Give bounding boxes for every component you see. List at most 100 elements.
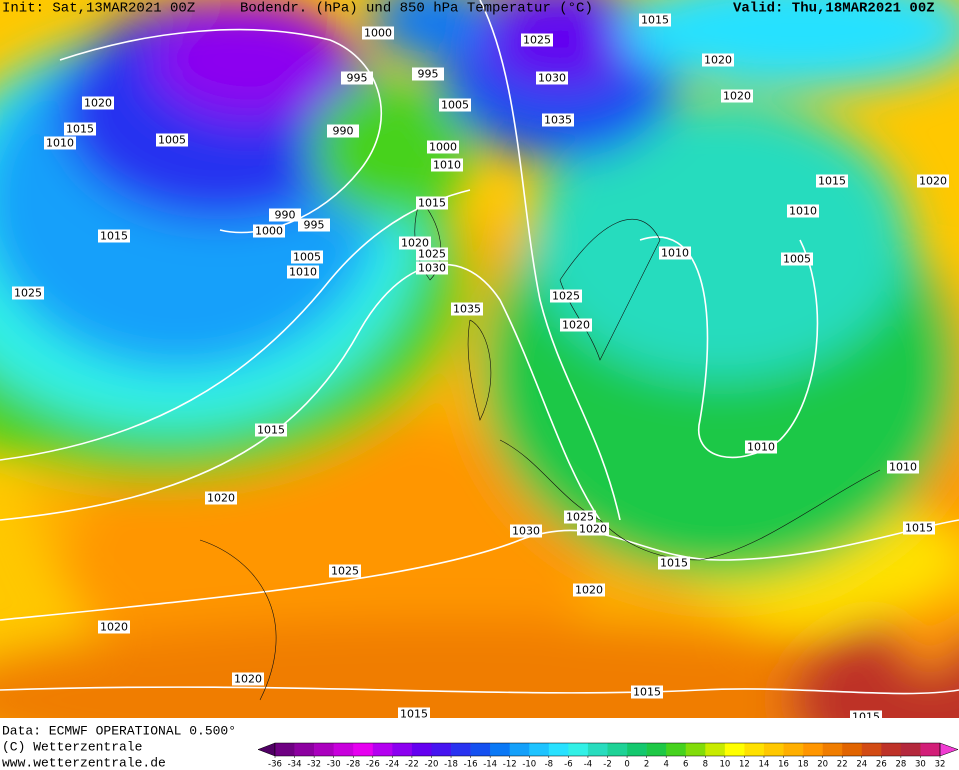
isobar-label: 1015	[641, 14, 669, 27]
isobar-label: 1020	[84, 97, 112, 110]
isobars	[0, 0, 959, 695]
colorbar-tick-label: 28	[895, 760, 906, 770]
colorbar-tick-label: 30	[915, 760, 926, 770]
isobar-label-box	[82, 96, 114, 110]
isobar-label: 1025	[14, 287, 42, 300]
colorbar-swatch	[294, 743, 315, 756]
colorbar-swatch	[627, 743, 647, 756]
colorbar-tick-label: 6	[683, 760, 688, 770]
colorbar-swatch	[372, 743, 393, 756]
colorbar-swatch	[900, 743, 921, 756]
isobar-label-box	[564, 510, 596, 524]
colorbar-tick-label: 14	[759, 760, 770, 770]
colorbar-swatch	[587, 743, 608, 756]
isobar-label-box	[631, 685, 663, 699]
isobar-label-box	[156, 133, 188, 147]
isobar-label: 1005	[783, 253, 811, 266]
isobar-label-box	[329, 564, 361, 578]
isobar-label-box	[287, 265, 319, 279]
isobar-label: 990	[275, 209, 296, 222]
colorbar-swatch	[411, 743, 432, 756]
colorbar-swatch	[314, 743, 334, 756]
colorbar-tick-label: -30	[327, 760, 341, 770]
isobar-label-box	[98, 620, 130, 634]
colorbar-swatch	[881, 743, 902, 756]
isobar-label-box	[298, 218, 330, 232]
copyright: (C) Wetterzentrale	[2, 739, 142, 754]
colorbar-tick-label: 22	[837, 760, 848, 770]
isobar-label-box	[253, 224, 285, 238]
colorbar-tick-label: -10	[522, 760, 536, 770]
colorbar-swatch	[666, 743, 687, 756]
colorbar-tick-label: 20	[817, 760, 828, 770]
colorbar-tick-label: 10	[719, 760, 730, 770]
isobar-label-box	[550, 289, 582, 303]
isobar-label-box	[398, 707, 430, 718]
isobar-label-box	[577, 522, 609, 536]
isobar-label-box	[412, 67, 444, 81]
isobar-label: 995	[304, 219, 325, 232]
colorbar-tick-label: -6	[564, 760, 572, 770]
colorbar-tick-label: -32	[307, 760, 321, 770]
colorbar-swatch	[724, 743, 745, 756]
isobar-label: 1015	[633, 686, 661, 699]
isobar-label-box	[745, 440, 777, 454]
colorbar-swatch	[568, 743, 589, 756]
isobar-label-box	[416, 196, 448, 210]
isobar-label: 1025	[331, 565, 359, 578]
isobar-label-box	[12, 286, 44, 300]
isobar-label: 1010	[747, 441, 775, 454]
isobar-label: 1005	[158, 134, 186, 147]
colorbar-tick-label: 4	[663, 760, 668, 770]
isobar-label: 1015	[400, 708, 428, 721]
colorbar-tick-label: -22	[405, 760, 419, 770]
isobar-label-box	[542, 113, 574, 127]
colorbar-tick-label: -18	[444, 760, 458, 770]
colorbar-tick-label: 12	[739, 760, 750, 770]
isobar-label-box	[416, 247, 448, 261]
isobar-label: 1015	[418, 197, 446, 210]
isobar-label: 1010	[789, 205, 817, 218]
colorbar-swatch	[744, 743, 765, 756]
colorbar-swatch	[451, 743, 471, 756]
colorbar-tick-label: -14	[483, 760, 497, 770]
isobar-label-box	[427, 140, 459, 154]
isobar-label-box	[64, 122, 96, 136]
isobar-label-box	[327, 124, 359, 138]
isobar-label: 1015	[66, 123, 94, 136]
isobar-label: 990	[333, 125, 354, 138]
isobar-label-box	[521, 33, 553, 47]
isobar-label: 1025	[552, 290, 580, 303]
colorbar-swatch	[803, 743, 823, 756]
colorbar-swatch	[333, 743, 354, 756]
colorbar-swatch	[470, 743, 491, 756]
colorbar-tick-label: 26	[876, 760, 887, 770]
isobar-label: 1025	[418, 248, 446, 261]
isobar-label-box	[639, 13, 671, 27]
isobar-label: 1015	[257, 424, 285, 437]
colorbar-tick-label: -2	[603, 760, 611, 770]
isobar-label: 1005	[441, 99, 469, 112]
isobar-label-box	[917, 174, 949, 188]
isobar-label-box	[816, 174, 848, 188]
isobar-label: 1025	[523, 34, 551, 47]
isobar-label-box	[721, 89, 753, 103]
isobar-label-box	[787, 204, 819, 218]
colorbar-tick-label: -28	[346, 760, 360, 770]
isobar-label-box	[781, 252, 813, 266]
isobar-label: 1030	[512, 525, 540, 538]
isobar-label: 1010	[889, 461, 917, 474]
isobar-label: 1030	[418, 262, 446, 275]
isobar-label: 1010	[433, 159, 461, 172]
colorbar-swatch	[529, 743, 550, 756]
colorbar-swatch	[685, 743, 706, 756]
colorbar-tick-label: 24	[856, 760, 867, 770]
colorbar-swatch	[392, 743, 413, 756]
isobar-label: 1020	[579, 523, 607, 536]
isobar-label-box	[451, 302, 483, 316]
website: www.wetterzentrale.de	[2, 755, 166, 770]
colorbar-tick-label: -12	[503, 760, 517, 770]
